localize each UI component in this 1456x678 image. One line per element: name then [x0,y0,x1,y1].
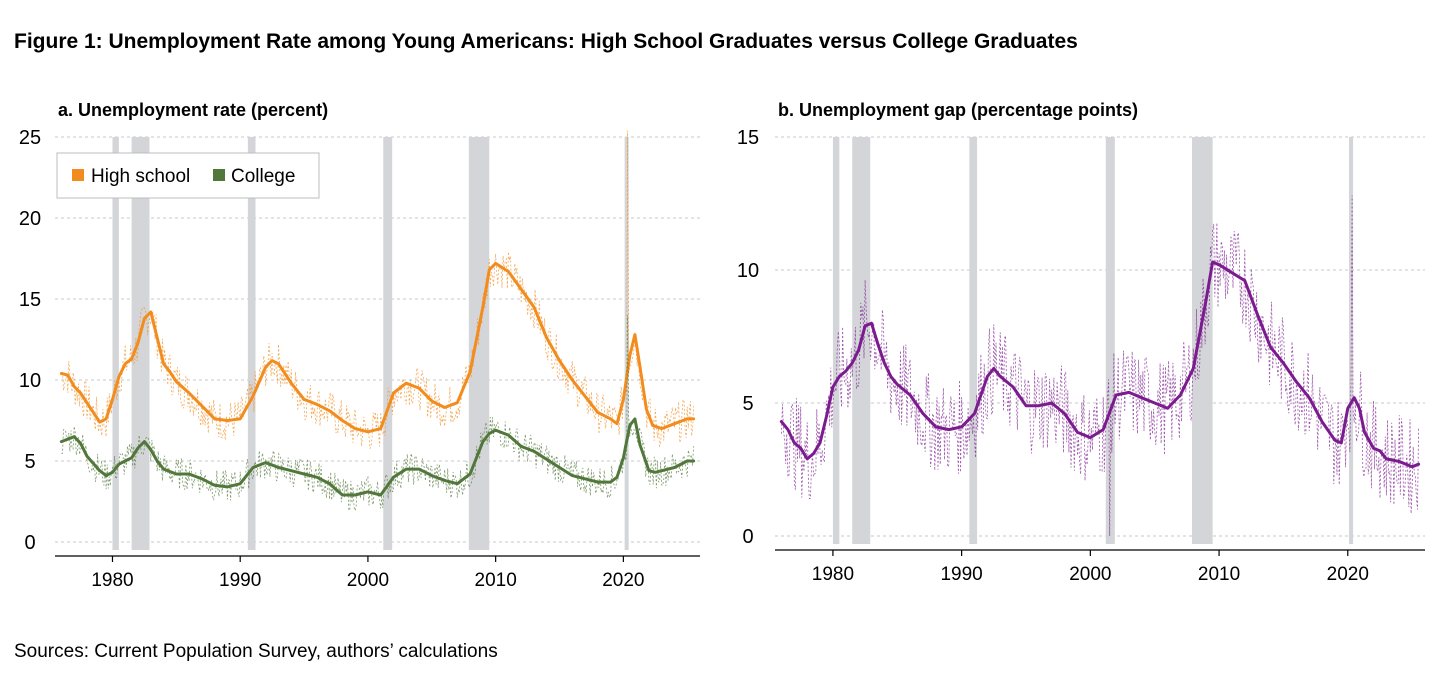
panel-a-y-tick-label: 5 [24,451,35,473]
panel-a-recession-band [247,137,256,550]
panel-b-series-0-smoothed-line [779,260,1421,469]
legend-swatch-high-school [72,169,84,181]
panel-a-recession-band [112,137,119,550]
panel-a-recession-band [131,137,150,550]
panel-a-y-tick-label: 25 [19,127,41,149]
panel-b-x-tick-label: 2020 [1327,564,1369,585]
panel-a-series-0-monthly-line [61,130,694,449]
panel-a-recession-band [383,137,393,550]
panel-b-recession-band [969,137,978,544]
panel-b-x-tick-label: 1980 [812,564,854,585]
panel-b-title: b. Unemployment gap (percentage points) [778,100,1138,120]
legend-label-college: College [231,166,295,187]
panel-b-y-tick-label: 15 [737,127,759,149]
legend-box [56,152,320,199]
panel-a-x-tick-label: 2020 [602,570,644,591]
panel-a-y-tick-label: 10 [19,370,41,392]
legend-label-high-school: High school [91,166,190,187]
panel-a-series-0-smoothed-line [59,261,696,434]
panel-b-x-tick-label: 2010 [1198,564,1240,585]
panel-a-legend: High school College [56,152,320,199]
panel-b-recession-band [1105,137,1115,544]
panel-a-x-tick-label: 1980 [91,570,133,591]
panel-a-unemployment-rate: a. Unemployment rate (percent) 0 5 10 15 20 25… [19,100,700,591]
panel-a-x-tick-label: 2010 [475,570,517,591]
panel-a-y-tick-label: 0 [24,532,35,554]
panel-b-x-tick-label: 2000 [1069,564,1111,585]
panel-a-title: a. Unemployment rate (percent) [58,100,328,120]
panel-b-recession-band [1349,137,1354,544]
panel-a-x-tick-label: 2000 [347,570,389,591]
panel-b-y-tick-label: 5 [742,393,753,415]
figure-title: Figure 1: Unemployment Rate among Young … [14,30,1078,53]
panel-a-y-tick-label: 20 [19,208,41,230]
panel-b-series-0-monthly-line [781,195,1419,537]
figure-source-note: Sources: Current Population Survey, auth… [14,641,498,662]
panel-b-unemployment-gap: b. Unemployment gap (percentage points) 0… [737,100,1425,585]
panel-b-recession-band [832,137,840,544]
panel-b-y-tick-label: 10 [737,260,759,282]
panel-a-y-tick-label: 15 [19,289,41,311]
panel-a-series-1-smoothed-line [59,417,696,497]
panel-b-x-tick-label: 1990 [940,564,982,585]
panel-a-x-tick-label: 1990 [219,570,261,591]
panel-b-y-tick-label: 0 [742,526,753,548]
legend-swatch-college [213,169,225,181]
